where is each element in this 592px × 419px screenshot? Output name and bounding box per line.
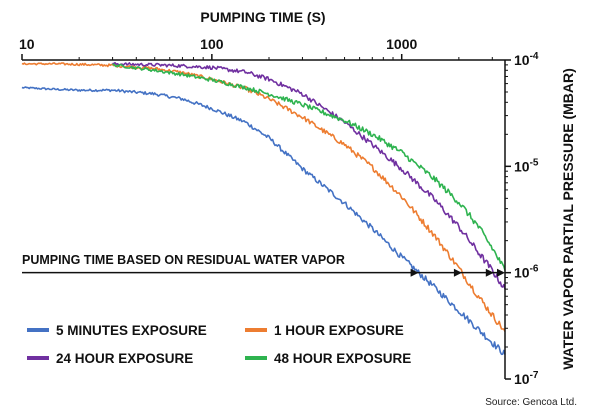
annotation-arrowhead-2 xyxy=(453,268,462,277)
y-tick-label-1: 10-5 xyxy=(514,157,539,174)
legend-label-5min: 5 MINUTES EXPOSURE xyxy=(56,323,207,338)
series-layer xyxy=(21,61,506,356)
y-tick-label-0: 10-4 xyxy=(514,51,539,68)
annotation-arrowhead-1 xyxy=(410,268,419,277)
tick-layer: 10 100 1000 10-4 10-5 10-6 10-7 xyxy=(19,36,539,387)
legend: 5 MINUTES EXPOSURE 1 HOUR EXPOSURE 24 HO… xyxy=(27,323,411,366)
y-tick-label-2: 10-6 xyxy=(514,264,539,281)
annotation-arrowheads xyxy=(410,268,505,277)
y-tick-label-3: 10-7 xyxy=(514,370,539,387)
source-note: Source: Gencoa Ltd. xyxy=(485,397,577,408)
x-axis-title: PUMPING TIME (S) xyxy=(200,9,325,25)
series-line-1 xyxy=(21,86,506,356)
annotation-text: PUMPING TIME BASED ON RESIDUAL WATER VAP… xyxy=(22,253,345,267)
series-line-4 xyxy=(112,63,506,271)
x-tick-label-0: 10 xyxy=(19,36,35,52)
legend-label-24hour: 24 HOUR EXPOSURE xyxy=(56,351,193,366)
annotation-arrowhead-4 xyxy=(497,268,505,277)
series-line-2 xyxy=(21,62,506,332)
series-line-3 xyxy=(112,61,506,290)
y-axis-title: WATER VAPOR PARTIAL PRESSURE (MBAR) xyxy=(560,68,576,370)
legend-label-1hour: 1 HOUR EXPOSURE xyxy=(274,323,404,338)
legend-label-48hour: 48 HOUR EXPOSURE xyxy=(274,351,411,366)
x-tick-label-1: 100 xyxy=(200,36,224,52)
x-tick-label-2: 1000 xyxy=(386,36,417,52)
annotation: PUMPING TIME BASED ON RESIDUAL WATER VAP… xyxy=(22,253,505,277)
annotation-arrowhead-3 xyxy=(485,268,494,277)
